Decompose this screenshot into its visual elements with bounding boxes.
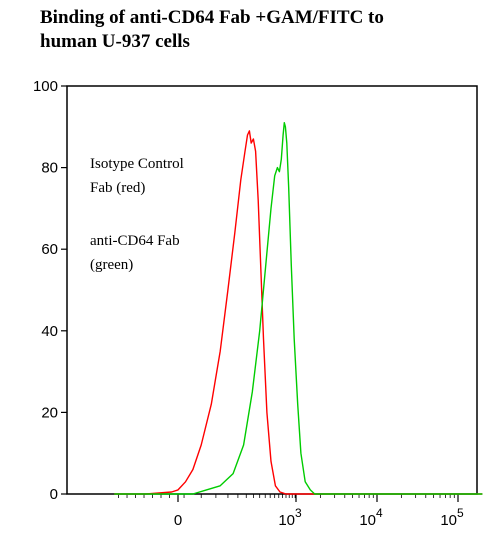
series-line-0 (114, 130, 483, 495)
x-tick-exponent: 5 (457, 506, 464, 520)
y-tick-label: 20 (41, 404, 58, 421)
x-tick-label: 105 (440, 506, 464, 529)
x-tick-label: 104 (359, 506, 383, 529)
y-tick-label: 80 (41, 160, 58, 177)
chart-title: Binding of anti-CD64 Fab +GAM/FITC to hu… (40, 7, 384, 52)
x-axis: 0 103 104 105 (118, 494, 464, 529)
annotation-line: (green) (90, 257, 133, 273)
x-tick-base: 10 (359, 512, 376, 529)
annotation-line: anti-CD64 Fab (90, 233, 180, 249)
annotation-line: Fab (red) (90, 180, 145, 196)
y-tick-label: 60 (41, 241, 58, 258)
y-tick-label: 100 (33, 78, 58, 95)
y-tick-label: 0 (50, 486, 58, 503)
series-layer (114, 122, 483, 495)
y-axis: 0 20 40 60 80 100 (33, 78, 67, 503)
annotation-line: Isotype Control (90, 156, 184, 172)
y-tick-label: 40 (41, 323, 58, 340)
series-line-1 (114, 122, 483, 495)
annotations: Isotype Control Fab (red) anti-CD64 Fab (gr… (90, 156, 184, 273)
x-tick-exponent: 3 (295, 506, 302, 520)
x-tick-base: 0 (174, 512, 182, 529)
x-tick-exponent: 4 (376, 506, 383, 520)
x-tick-label: 103 (278, 506, 302, 529)
x-tick-base: 10 (440, 512, 457, 529)
x-tick-base: 10 (278, 512, 295, 529)
plot-area (66, 85, 478, 495)
x-tick-label: 0 (174, 512, 182, 529)
